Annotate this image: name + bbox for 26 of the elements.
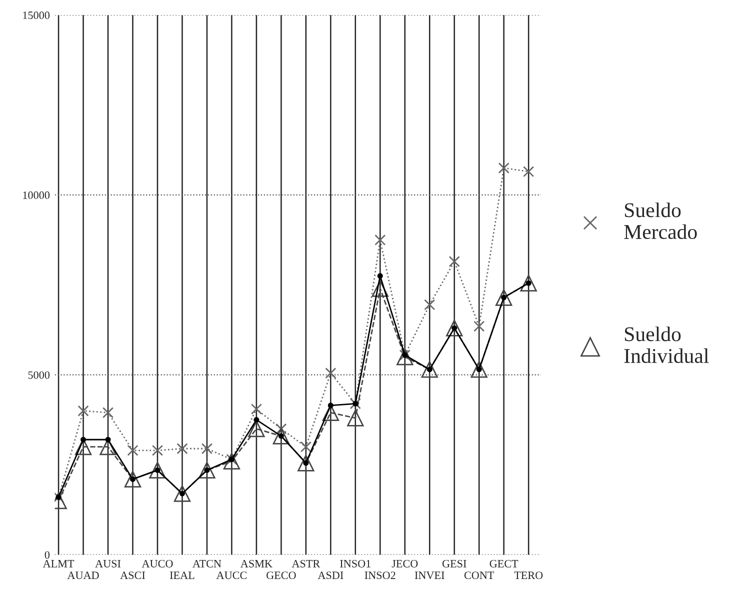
legend-label: Sueldo Individual (624, 326, 709, 364)
x-tick-label: ALMT (42, 560, 74, 568)
x-tick-label: AUCO (142, 560, 173, 568)
x-tick-label: ATCN (192, 560, 222, 568)
x-tick-label: ASTR (292, 560, 320, 568)
x-tick-label: ASCI (120, 572, 146, 580)
x-tick-label: GECT (490, 560, 518, 568)
legend-label: Sueldo Mercado (624, 202, 697, 240)
x-tick-label: GESI (442, 560, 466, 568)
y-tick-label: 5000 (28, 371, 50, 379)
x-tick-label: AUAD (67, 572, 99, 580)
x-tick-label: AUCC (216, 572, 247, 580)
x-tick-label: INVEI (414, 572, 444, 580)
x-tick-label: INSO1 (340, 560, 370, 568)
y-tick-label: 15000 (23, 12, 50, 20)
y-tick-label: 10000 (23, 191, 50, 199)
x-tick-label: AUSI (95, 560, 121, 568)
x-tick-label: TERO (514, 572, 543, 580)
x-tick-label: GECO (266, 572, 296, 580)
x-tick-label: CONT (464, 572, 494, 580)
y-tick-label: 0 (44, 551, 50, 559)
x-tick-label: ASMK (240, 560, 272, 568)
x-tick-label: INSO2 (364, 572, 396, 580)
x-tick-label: ASDI (318, 572, 344, 580)
x-tick-label: IEAL (170, 572, 194, 579)
x-tick-label: JECO (392, 560, 418, 568)
